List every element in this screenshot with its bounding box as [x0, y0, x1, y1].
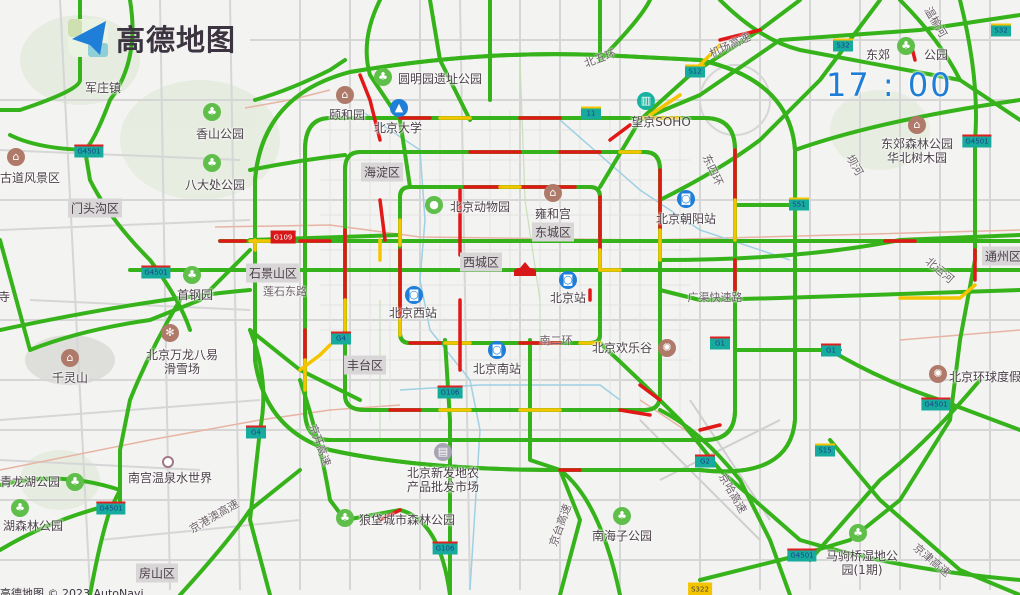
district-label[interactable]: 石景山区 [245, 263, 301, 283]
highway-shield: G4501 [962, 134, 992, 148]
train-station-icon[interactable]: ◙ [405, 286, 423, 304]
place-label[interactable]: 北京动物园 [449, 200, 511, 214]
place-label[interactable]: 望京SOHO [631, 115, 691, 129]
train-station-icon[interactable]: ◙ [559, 271, 577, 289]
place-label[interactable]: 北京万龙八易滑雪场 [145, 348, 218, 376]
train-station-icon[interactable]: ◙ [677, 190, 695, 208]
place-label[interactable]: 军庄镇 [84, 81, 122, 95]
place-label[interactable]: 北京站 [549, 291, 587, 305]
place-label[interactable]: 首钢园 [176, 288, 214, 302]
amusement-park-icon[interactable]: ✺ [658, 339, 676, 357]
place-label[interactable]: 狼垡城市森林公园 [358, 513, 456, 527]
place-label[interactable]: 北京大学 [373, 121, 423, 135]
scenic-icon[interactable]: ⌂ [7, 148, 25, 166]
highway-shield: G4501 [141, 265, 171, 279]
district-label[interactable]: 门头沟区 [67, 198, 123, 218]
district-label[interactable]: 东城区 [531, 222, 575, 242]
place-label[interactable]: 南海子公园 [591, 529, 653, 543]
place-label[interactable]: 雍和宫 [534, 207, 572, 221]
road-label: 南二环 [539, 334, 573, 347]
highway-shield: S32 [833, 38, 853, 52]
highway-shield: G1 [710, 336, 730, 350]
copyright-notice: 高德地图 © 2023 AutoNavi [0, 587, 144, 595]
district-label[interactable]: 西城区 [459, 252, 503, 272]
park-icon[interactable]: ♣ [11, 499, 29, 517]
scenic-icon[interactable]: ⌂ [61, 349, 79, 367]
place-label[interactable]: 寺 [0, 290, 11, 304]
building-icon[interactable]: ▥ [637, 92, 655, 110]
district-label[interactable]: 通州区 [981, 246, 1020, 266]
train-station-icon[interactable]: ◙ [488, 341, 506, 359]
scenic-icon[interactable]: ⌂ [336, 86, 354, 104]
place-label[interactable]: 青龙湖公园 [0, 475, 61, 489]
place-label[interactable]: 北京环球度假 [948, 370, 1020, 384]
highway-shield: G106 [437, 385, 463, 399]
highway-shield: S15 [815, 443, 835, 457]
park-icon[interactable]: ♣ [66, 473, 84, 491]
road-label: 莲石东路 [263, 285, 307, 298]
place-label[interactable]: 古道风景区 [0, 171, 61, 185]
highway-shield: G4501 [74, 144, 104, 158]
scenic-icon[interactable]: ⌂ [908, 116, 926, 134]
place-label[interactable]: 八大处公园 [184, 178, 246, 192]
time-indicator: 17 : 00 [826, 66, 953, 104]
place-label[interactable]: 圆明园遗址公园 [397, 72, 483, 86]
highway-shield: G4 [331, 331, 351, 345]
amap-logo-icon [68, 17, 112, 59]
ski-icon[interactable]: ✻ [161, 324, 179, 342]
highway-shield: 11 [581, 106, 601, 120]
place-label[interactable]: 东郊森林公园华北树木园 [880, 137, 953, 165]
poi-dot-icon[interactable] [162, 456, 174, 468]
school-icon[interactable]: ▲ [390, 99, 408, 117]
tiananmen-icon[interactable] [512, 262, 538, 276]
highway-shield: G106 [432, 541, 458, 555]
park-icon[interactable]: ♣ [897, 37, 915, 55]
place-label[interactable]: 香山公园 [195, 127, 245, 141]
place-label[interactable]: 马驹桥湿地公园(1期) [825, 549, 898, 577]
place-label[interactable]: 南宫温泉水世界 [127, 471, 213, 485]
place-label[interactable]: 北京欢乐谷 [591, 341, 653, 355]
place-label[interactable]: 湖森林公园 [2, 519, 64, 533]
amap-logo: 高德地图 [68, 17, 236, 59]
place-label[interactable]: 北京新发地农产品批发市场 [406, 466, 479, 494]
highway-shield: S32 [991, 23, 1011, 37]
place-label[interactable]: 千灵山 [51, 371, 89, 385]
place-label[interactable]: 东郊 [865, 48, 891, 62]
scenic-icon[interactable]: ⌂ [544, 184, 562, 202]
place-label[interactable]: 公园 [923, 48, 949, 62]
highway-shield: G4501 [921, 397, 951, 411]
place-label[interactable]: 北京南站 [472, 362, 522, 376]
district-label[interactable]: 海淀区 [360, 162, 404, 182]
highway-shield: G4 [246, 425, 266, 439]
park-icon[interactable]: ♣ [374, 68, 392, 86]
highway-shield: G109 [270, 230, 296, 244]
place-label[interactable]: 北京西站 [388, 306, 438, 320]
amap-logo-text: 高德地图 [116, 23, 237, 57]
highway-shield: G4501 [96, 501, 126, 515]
park-icon[interactable]: ♣ [203, 154, 221, 172]
road-label: 广渠快速路 [687, 291, 743, 304]
highway-shield: S51 [789, 197, 809, 211]
park-icon[interactable]: ♣ [203, 103, 221, 121]
highway-shield: G2 [695, 454, 715, 468]
park-icon[interactable]: ♣ [183, 266, 201, 284]
highway-shield: G1 [821, 343, 841, 357]
park-icon[interactable]: ♣ [336, 509, 354, 527]
zoo-icon[interactable]: ● [425, 196, 443, 214]
place-label[interactable]: 颐和园 [328, 108, 366, 122]
highway-shield: S12 [685, 64, 705, 78]
highway-shield: S322 [688, 582, 712, 595]
place-label[interactable]: 北京朝阳站 [655, 212, 717, 226]
district-label[interactable]: 房山区 [135, 563, 179, 583]
park-icon[interactable]: ♣ [613, 507, 631, 525]
amusement-park-icon[interactable]: ✺ [929, 365, 947, 383]
district-label[interactable]: 丰台区 [343, 355, 387, 375]
highway-shield: G4501 [787, 548, 817, 562]
park-icon[interactable]: ♣ [849, 524, 867, 542]
market-icon[interactable]: ▤ [434, 443, 452, 461]
